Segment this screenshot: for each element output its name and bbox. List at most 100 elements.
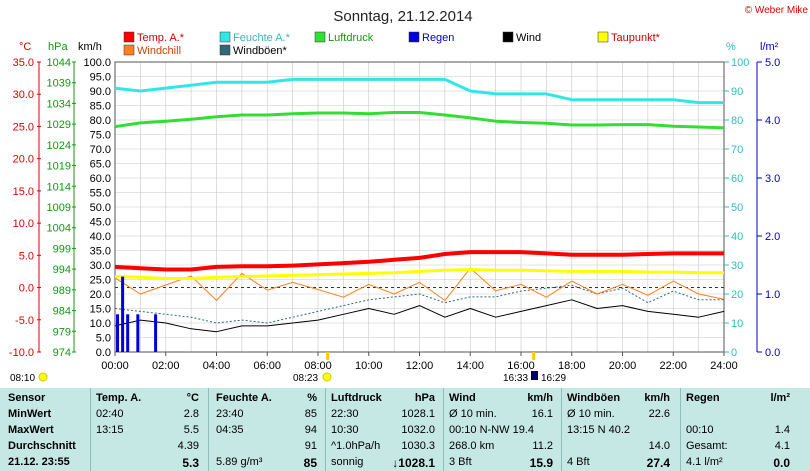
humidity-tick-label: 50 [731, 202, 743, 214]
statistics-table: Sensor Temp. A. °C Feuchte A.% Luftdruck hPa W… [0, 388, 810, 471]
table-cell: 3 Bft [449, 456, 472, 468]
axis-unit-labels: °C hPa km/h% l/m² [19, 41, 779, 53]
table-cell: 1032.0 [401, 424, 435, 436]
legend-swatch [219, 31, 231, 43]
legend-swatch [219, 44, 231, 56]
table-cell: 22.6 [648, 408, 670, 420]
wind-tick-label: 25.0 [90, 275, 111, 287]
table-cell: Sensor [8, 392, 46, 404]
series-line-taupunkt [114, 268, 724, 280]
wind-tick-label: 0.0 [96, 347, 111, 359]
wind-tick-label: 40.0 [90, 231, 111, 243]
wind-tick-label: 65.0 [90, 159, 111, 171]
pressure-tick-label: 1029 [47, 119, 71, 131]
humidity-tick-label: 70 [731, 144, 743, 156]
chart-legend: Temp. A.* Feuchte A.* Luftdruck Regen Wind Ta… [123, 31, 661, 57]
wind-tick-label: 45.0 [90, 217, 111, 229]
table-cell: 16.1 [531, 408, 553, 420]
wind-tick-label: 75.0 [90, 130, 111, 142]
x-tick-label: 04:00 [203, 360, 231, 372]
table-cell: 00:10 N-NW 19.4 [449, 424, 534, 436]
table-cell: km/h [644, 392, 670, 404]
rain-tick-label: 3.0 [765, 173, 780, 185]
x-tick-label: 14:00 [456, 360, 484, 372]
sun-markers: 08:10 08:23 16:33 16:29 [10, 352, 566, 384]
table-cell: MinWert [8, 408, 52, 420]
table-cell: km/h [527, 392, 553, 404]
humidity-tick-label: 80 [731, 115, 743, 127]
humidity-tick-label: 20 [731, 289, 743, 301]
x-tick-label: 24:00 [710, 360, 738, 372]
table-cell: 1.4 [774, 424, 790, 436]
wind-tick-label: 30.0 [90, 260, 111, 272]
x-tick-label: 00:00 [101, 360, 129, 372]
series-line-temp-a [114, 250, 724, 272]
table-cell: hPa [414, 392, 435, 404]
x-tick-label: 16:00 [507, 360, 535, 372]
table-cell: Temp. A. [96, 392, 142, 404]
pressure-tick-label: 1004 [47, 223, 71, 235]
legend-label: Temp. A.* [137, 32, 185, 44]
table-cell: % [307, 392, 317, 404]
table-cell: Wind [449, 392, 476, 404]
x-tick-label: 06:00 [253, 360, 281, 372]
rain-tick-label: 2.0 [765, 231, 780, 243]
x-tick-label: 08:00 [304, 360, 332, 372]
x-tick-label: 12:00 [406, 360, 434, 372]
wind-tick-label: 90.0 [90, 86, 111, 98]
table-separator [680, 388, 681, 471]
humidity-unit-label: % [726, 41, 736, 53]
copyright: © Weber Mike [745, 5, 809, 16]
series-line-feuchte-a [114, 77, 724, 105]
table-separator [90, 388, 91, 471]
legend-swatch [123, 31, 135, 43]
sunrise-label: 08:23 [293, 373, 318, 384]
wind-tick-label: 60.0 [90, 173, 111, 185]
humidity-tick-label: 40 [731, 231, 743, 243]
temp-tick-label: 25.0 [13, 121, 34, 133]
legend-label: Luftdruck [328, 32, 374, 44]
table-cell: Luftdruck [331, 392, 382, 404]
legend-label: Windböen* [233, 45, 288, 57]
table-cell: 4.1 [774, 440, 790, 452]
x-tick-label: 10:00 [355, 360, 383, 372]
table-cell: Durchschnitt [8, 440, 76, 452]
pressure-unit-label: hPa [48, 41, 68, 53]
legend-label: Wind [516, 32, 541, 44]
legend-swatch [502, 31, 514, 43]
table-cell: 4 Bft [567, 456, 590, 468]
legend-label: Regen [422, 32, 454, 44]
table-cell: MaxWert [8, 424, 54, 436]
pressure-tick-label: 1024 [47, 140, 71, 152]
chart-title: Sonntag, 21.12.2014 [333, 8, 472, 25]
table-cell: 14.0 [648, 440, 670, 452]
legend-label: Feuchte A.* [233, 32, 291, 44]
temp-tick-label: 5.0 [19, 250, 34, 262]
chart-series [114, 77, 725, 352]
table-cell: 13:15 [96, 424, 124, 436]
rain-bar [121, 276, 125, 352]
temp-tick-label: 10.0 [13, 218, 34, 230]
table-cell: Feuchte A. [216, 392, 272, 404]
pressure-tick-label: 1019 [47, 161, 71, 173]
table-cell: Ø 10 min. [449, 408, 497, 420]
table-cell: 00:10 [686, 424, 714, 436]
table-cell: sonnig [331, 456, 364, 468]
table-cell: 5.5 [183, 424, 199, 436]
rain-bar [136, 314, 140, 352]
table-cell: 91 [304, 440, 317, 452]
rain-unit-label: l/m² [760, 41, 779, 53]
wind-tick-label: 80.0 [90, 115, 111, 127]
table-cell: 10:30 [331, 424, 359, 436]
x-tick-label: 02:00 [152, 360, 180, 372]
temp-tick-label: 20.0 [13, 154, 34, 166]
table-cell: l/m² [770, 392, 790, 404]
wind-unit-label: km/h [78, 41, 102, 53]
series-line-wind [114, 299, 725, 333]
table-cell: 85 [304, 408, 317, 420]
pressure-tick-label: 1044 [47, 57, 71, 69]
legend-swatch [123, 44, 135, 56]
pressure-tick-label: 1034 [47, 98, 71, 110]
table-cell: Windböen [567, 392, 621, 404]
table-cell: 23:40 [216, 408, 244, 420]
